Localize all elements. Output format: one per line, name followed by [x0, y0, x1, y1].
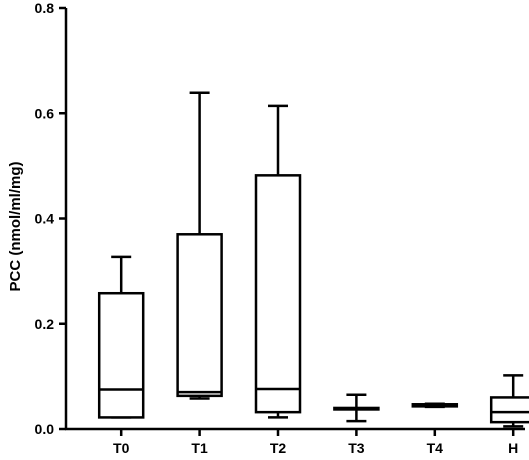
box-iqr [489, 396, 529, 424]
box-iqr [176, 233, 223, 398]
x-tick-label: T1 [191, 440, 208, 456]
box-iqr [97, 291, 145, 419]
axes: PCC (nmol/ml/mg) 0.0 0.2 0.4 0.6 0.8 T0 T1 T2 T3… [7, 0, 525, 456]
x-tick-label: T0 [113, 440, 130, 456]
box-t1 [176, 91, 223, 400]
box-h [489, 374, 529, 428]
box-t2 [254, 104, 302, 419]
y-tick-label: 0.0 [35, 421, 55, 437]
y-tick-label: 0.4 [35, 211, 55, 227]
box-iqr [254, 174, 302, 414]
y-tick-label: 0.6 [35, 105, 55, 121]
y-tick-label: 0.8 [35, 0, 55, 16]
box-t0 [97, 255, 145, 419]
box-t3 [333, 393, 380, 423]
x-tick-label: T3 [348, 440, 365, 456]
y-axis-title: PCC (nmol/ml/mg) [7, 161, 24, 291]
x-tick-label: T4 [427, 440, 444, 456]
box-t4 [411, 402, 459, 409]
y-tick-label: 0.2 [35, 316, 55, 332]
plot-area [97, 91, 529, 428]
x-tick-label: T2 [270, 440, 287, 456]
x-tick-label: H [508, 440, 518, 456]
